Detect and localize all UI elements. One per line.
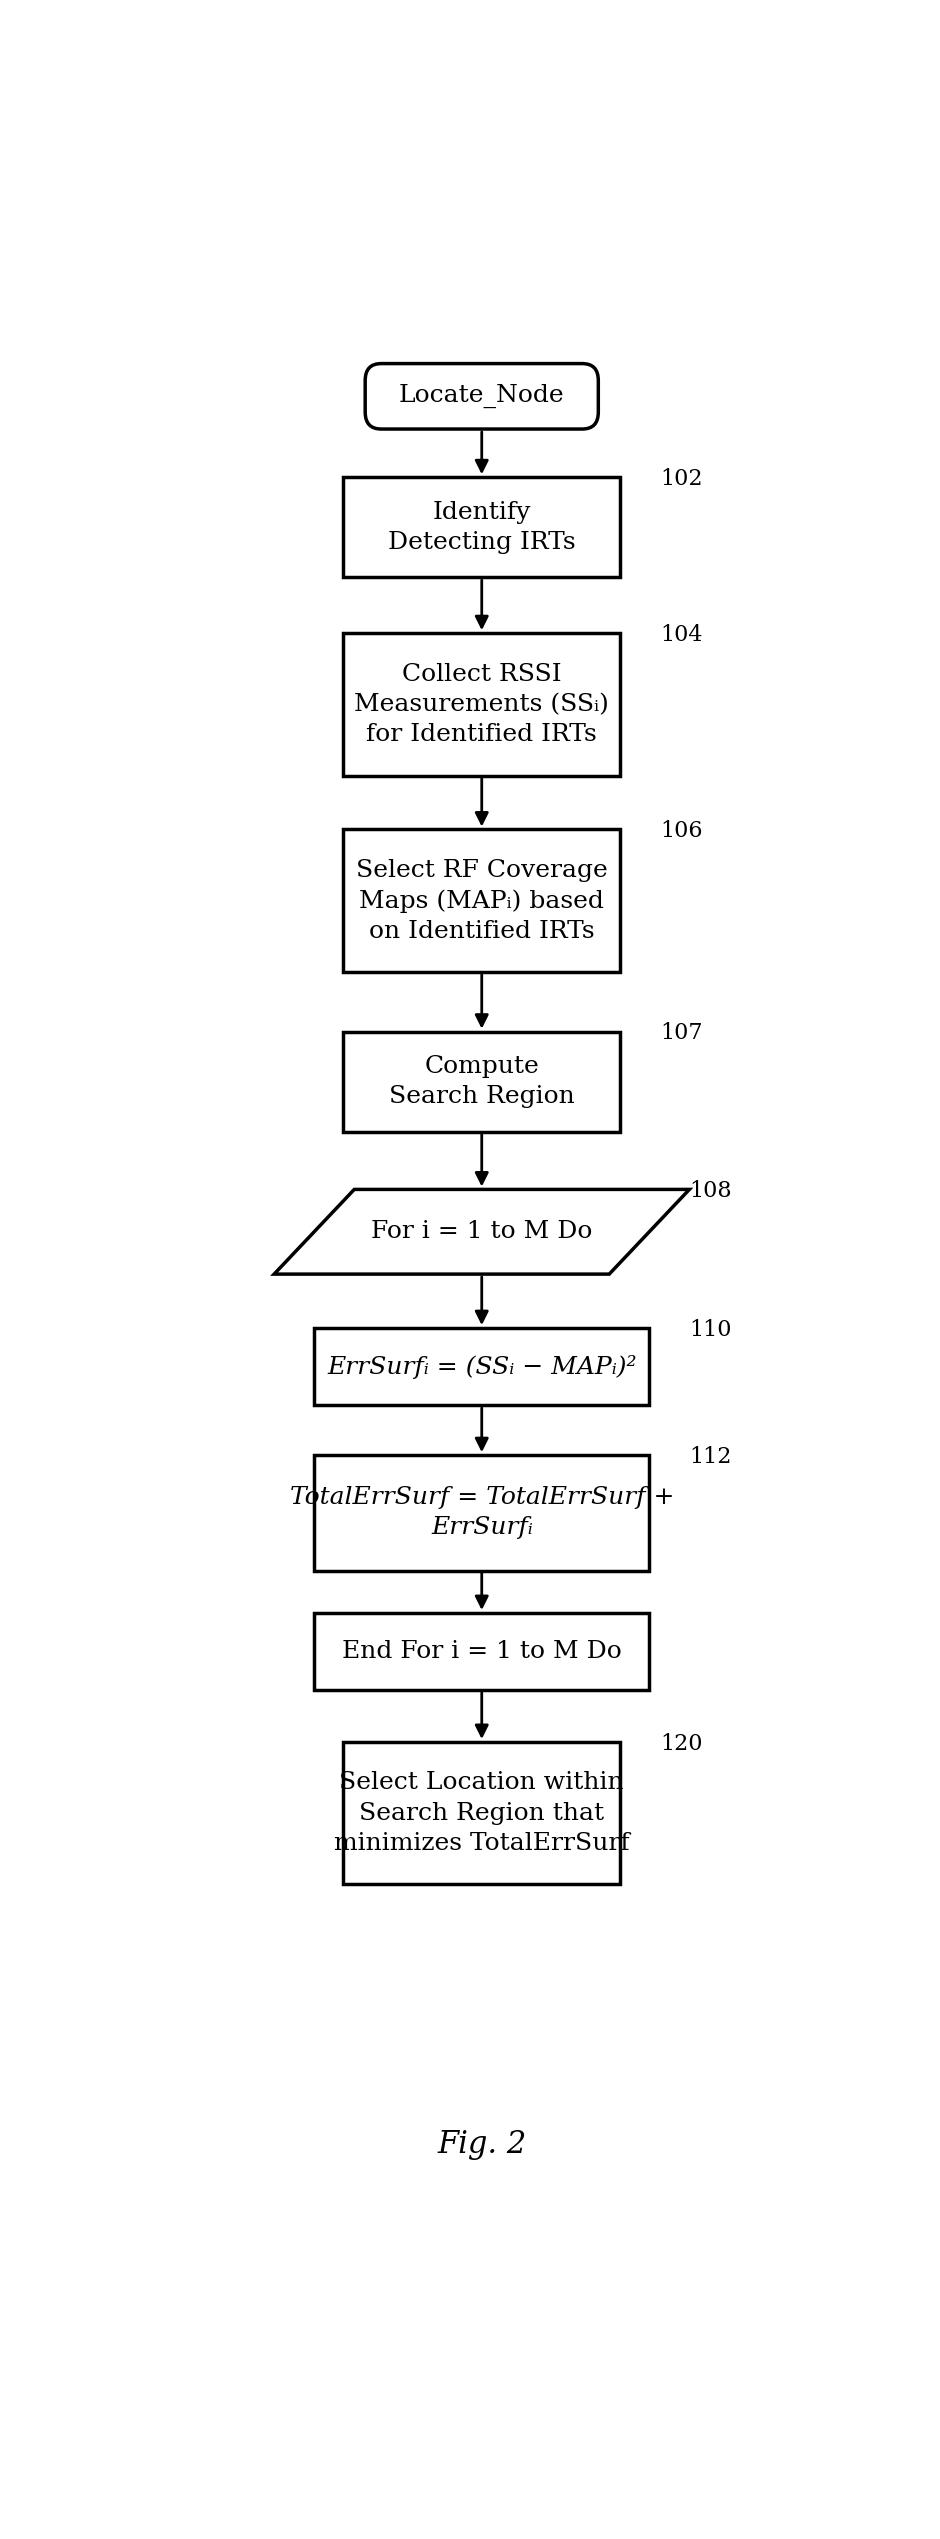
Text: Select Location within
Search Region that
minimizes TotalErrSurf: Select Location within Search Region tha…: [334, 1772, 630, 1856]
Text: Compute
Search Region: Compute Search Region: [389, 1056, 574, 1107]
Text: 108: 108: [689, 1181, 732, 1201]
Text: 112: 112: [689, 1445, 731, 1468]
Polygon shape: [274, 1188, 689, 1275]
Text: 102: 102: [660, 467, 703, 490]
Text: Locate_Node: Locate_Node: [399, 383, 565, 409]
Bar: [314, 1612, 650, 1691]
Bar: [343, 1031, 620, 1132]
Text: Identify
Detecting IRTs: Identify Detecting IRTs: [388, 500, 575, 554]
Text: Select RF Coverage
Maps (MAPᵢ) based
on Identified IRTs: Select RF Coverage Maps (MAPᵢ) based on …: [356, 858, 607, 942]
Text: 104: 104: [660, 625, 703, 645]
Bar: [314, 1328, 650, 1404]
Text: 120: 120: [660, 1732, 703, 1754]
Bar: [314, 1455, 650, 1572]
Bar: [343, 477, 620, 576]
Text: For i = 1 to M Do: For i = 1 to M Do: [371, 1221, 592, 1244]
Bar: [343, 1742, 620, 1884]
Text: Collect RSSI
Measurements (SSᵢ)
for Identified IRTs: Collect RSSI Measurements (SSᵢ) for Iden…: [354, 663, 609, 746]
Text: Fig. 2: Fig. 2: [437, 2128, 526, 2161]
Bar: [343, 632, 620, 774]
Text: 106: 106: [660, 820, 703, 843]
Text: 107: 107: [660, 1023, 703, 1044]
Text: ErrSurfᵢ = (SSᵢ − MAPᵢ)²: ErrSurfᵢ = (SSᵢ − MAPᵢ)²: [327, 1353, 636, 1379]
Text: TotalErrSurf = TotalErrSurf +
ErrSurfᵢ: TotalErrSurf = TotalErrSurf + ErrSurfᵢ: [290, 1485, 674, 1539]
Text: End For i = 1 to M Do: End For i = 1 to M Do: [342, 1640, 621, 1663]
Text: 110: 110: [689, 1318, 732, 1341]
Bar: [343, 830, 620, 972]
FancyBboxPatch shape: [366, 363, 598, 429]
